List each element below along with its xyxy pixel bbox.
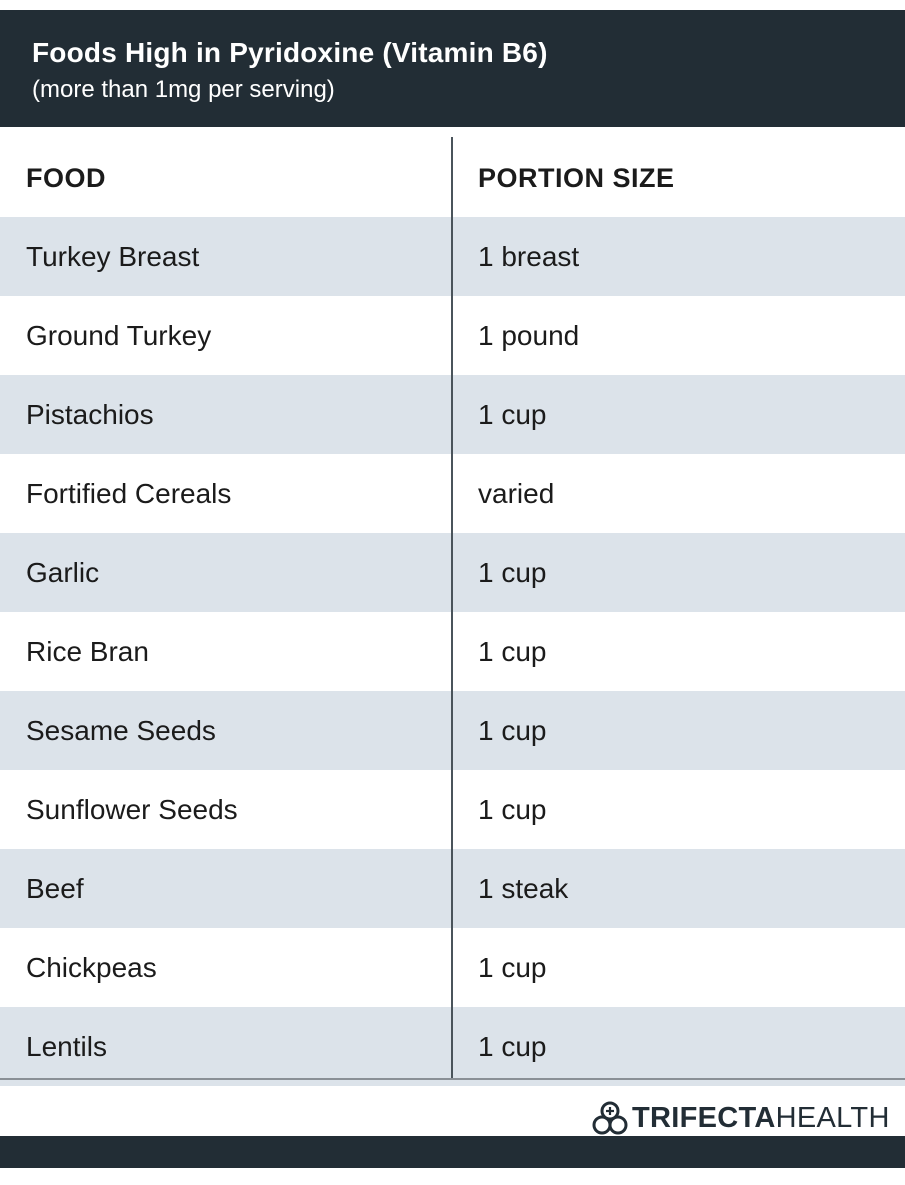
food-cell: Lentils bbox=[26, 1031, 107, 1062]
column-header-food: FOOD bbox=[26, 163, 106, 193]
food-cell: Fortified Cereals bbox=[26, 478, 232, 509]
table-row: Fortified Cereals varied bbox=[0, 454, 905, 533]
table-row: Turkey Breast 1 breast bbox=[0, 217, 905, 296]
food-cell: Rice Bran bbox=[26, 636, 149, 667]
table-row: Rice Bran 1 cup bbox=[0, 612, 905, 691]
portion-cell: varied bbox=[478, 478, 555, 509]
table-bottom-rule bbox=[0, 1078, 905, 1080]
food-cell: Pistachios bbox=[26, 399, 154, 430]
portion-cell: 1 cup bbox=[478, 636, 547, 667]
portion-cell: 1 cup bbox=[478, 952, 547, 983]
portion-cell: 1 pound bbox=[478, 320, 580, 351]
portion-cell: 1 steak bbox=[478, 873, 569, 904]
table-row: Ground Turkey 1 pound bbox=[0, 296, 905, 375]
food-cell: Beef bbox=[26, 873, 84, 904]
brand-logo: TRIFECTA HEALTH bbox=[592, 1100, 890, 1136]
portion-cell: 1 cup bbox=[478, 715, 547, 746]
trifecta-logo-icon bbox=[592, 1101, 628, 1135]
portion-cell: 1 breast bbox=[478, 241, 580, 272]
food-cell: Chickpeas bbox=[26, 952, 157, 983]
brand-name-strong: TRIFECTA bbox=[632, 1101, 776, 1134]
foods-table: FOOD PORTION SIZE Turkey Breast 1 breast G… bbox=[0, 137, 905, 1086]
portion-cell: 1 cup bbox=[478, 557, 547, 588]
brand-name-light: HEALTH bbox=[775, 1101, 890, 1134]
column-divider bbox=[451, 137, 453, 1080]
table-header: FOOD PORTION SIZE bbox=[0, 137, 905, 217]
food-cell: Sesame Seeds bbox=[26, 715, 216, 746]
food-cell: Ground Turkey bbox=[26, 320, 212, 351]
portion-cell: 1 cup bbox=[478, 399, 547, 430]
portion-cell: 1 cup bbox=[478, 1031, 547, 1062]
footer-bar bbox=[0, 1136, 905, 1168]
header-banner: Foods High in Pyridoxine (Vitamin B6) (m… bbox=[0, 10, 905, 127]
page-subtitle: (more than 1mg per serving) bbox=[32, 76, 335, 103]
food-cell: Sunflower Seeds bbox=[26, 794, 238, 825]
food-cell: Turkey Breast bbox=[26, 241, 200, 272]
page-title: Foods High in Pyridoxine (Vitamin B6) bbox=[32, 37, 548, 68]
table-row: Sunflower Seeds 1 cup bbox=[0, 770, 905, 849]
portion-cell: 1 cup bbox=[478, 794, 547, 825]
column-header-portion-size: PORTION SIZE bbox=[478, 163, 675, 193]
table-row: Chickpeas 1 cup bbox=[0, 928, 905, 1007]
food-cell: Garlic bbox=[26, 557, 100, 588]
